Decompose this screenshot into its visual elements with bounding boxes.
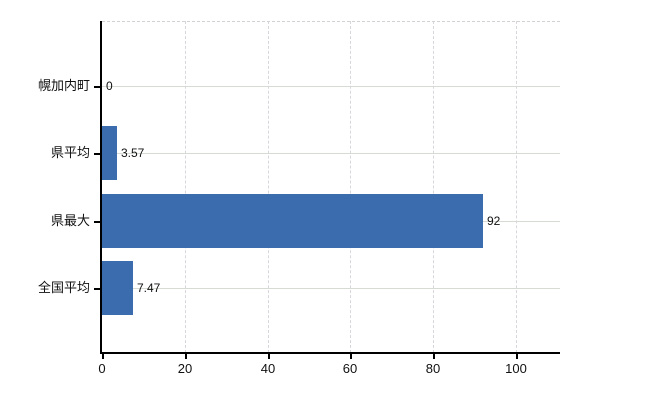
x-tick-mark: [268, 354, 270, 359]
category-label: 県最大: [50, 213, 90, 228]
y-tick-mark: [94, 86, 101, 88]
y-tick-mark: [94, 221, 101, 223]
v-gridline: [185, 21, 186, 353]
x-tick-label: 0: [98, 361, 106, 376]
x-tick-label: 80: [425, 361, 441, 376]
y-axis-line: [100, 21, 102, 354]
bar: [102, 126, 117, 180]
h-gridline: [102, 86, 560, 87]
v-gridline: [433, 21, 434, 353]
bar: [102, 194, 483, 248]
bar-value-label: 3.57: [121, 146, 145, 160]
bar-value-label: 0: [106, 79, 113, 93]
bar-value-label: 7.47: [137, 281, 161, 295]
v-gridline: [350, 21, 351, 353]
plot-top-border: [102, 21, 560, 22]
x-tick-mark: [102, 354, 104, 359]
bar: [102, 261, 133, 315]
x-tick-mark: [185, 354, 187, 359]
x-tick-mark: [433, 354, 435, 359]
bar-value-label: 92: [487, 214, 501, 228]
h-gridline: [102, 153, 560, 154]
x-tick-mark: [516, 354, 518, 359]
x-tick-label: 100: [505, 361, 527, 376]
h-gridline: [102, 288, 560, 289]
category-label: 全国平均: [37, 280, 90, 295]
y-tick-mark: [94, 153, 101, 155]
category-label: 県平均: [50, 145, 90, 160]
v-gridline: [516, 21, 517, 353]
y-tick-mark: [94, 288, 101, 290]
v-gridline: [268, 21, 269, 353]
x-tick-label: 60: [342, 361, 358, 376]
x-tick-label: 20: [177, 361, 193, 376]
x-tick-label: 40: [260, 361, 276, 376]
x-axis-line: [100, 352, 560, 354]
category-label: 幌加内町: [37, 78, 90, 93]
x-tick-mark: [350, 354, 352, 359]
